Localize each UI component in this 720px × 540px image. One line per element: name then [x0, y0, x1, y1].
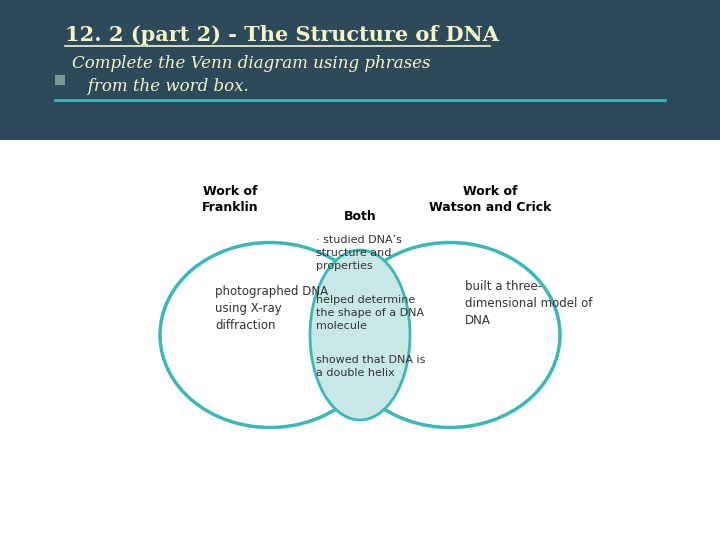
Text: showed that DNA is
a double helix: showed that DNA is a double helix [316, 355, 426, 378]
FancyBboxPatch shape [0, 0, 720, 140]
Ellipse shape [310, 250, 410, 420]
Text: Both: Both [343, 210, 377, 223]
Text: photographed DNA
using X-ray
diffraction: photographed DNA using X-ray diffraction [215, 285, 328, 332]
FancyBboxPatch shape [55, 75, 65, 85]
Text: built a three-
dimensional model of
DNA: built a three- dimensional model of DNA [465, 280, 593, 327]
Ellipse shape [340, 242, 560, 428]
Ellipse shape [160, 242, 380, 428]
Text: Work of
Franklin: Work of Franklin [202, 185, 258, 214]
Text: Complete the Venn diagram using phrases
   from the word box.: Complete the Venn diagram using phrases … [72, 56, 431, 94]
Text: Work of
Watson and Crick: Work of Watson and Crick [429, 185, 552, 214]
FancyBboxPatch shape [0, 140, 720, 540]
Text: 12. 2 (part 2) - The Structure of DNA: 12. 2 (part 2) - The Structure of DNA [65, 25, 499, 45]
Text: helped determine
the shape of a DNA
molecule: helped determine the shape of a DNA mole… [316, 295, 424, 332]
Ellipse shape [310, 250, 410, 420]
Text: · studied DNA’s
structure and
properties: · studied DNA’s structure and properties [316, 235, 402, 272]
